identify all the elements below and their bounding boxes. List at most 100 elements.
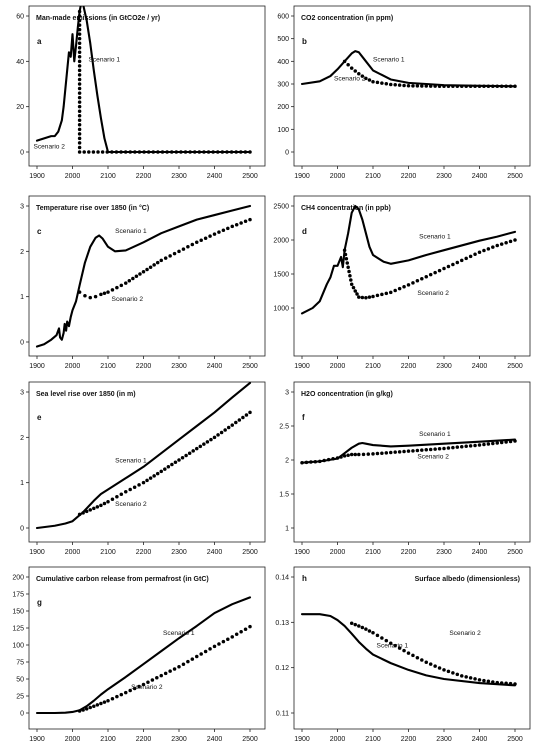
data-point	[77, 132, 82, 136]
data-point	[148, 476, 153, 480]
data-point	[132, 485, 137, 489]
data-point	[415, 655, 420, 660]
series-dots-scenario-2	[77, 217, 252, 300]
data-point	[119, 492, 124, 496]
plot-frame	[28, 195, 266, 357]
data-point	[482, 248, 486, 253]
x-tick-label: 2500	[242, 736, 258, 743]
panel-title: Surface albedo (dimensionless)	[415, 576, 520, 583]
data-point	[127, 279, 132, 283]
x-tick-label: 2400	[472, 549, 488, 556]
data-point	[406, 283, 411, 287]
data-point	[77, 82, 82, 86]
data-point	[190, 242, 195, 247]
data-point	[133, 150, 137, 154]
data-point	[77, 73, 82, 77]
data-point	[128, 150, 133, 154]
data-point	[248, 410, 252, 415]
y-tick-label: 20	[16, 104, 24, 111]
x-tick-label: 2200	[401, 549, 417, 556]
series-line-scenario-1	[35, 382, 252, 530]
data-point	[424, 274, 428, 279]
data-point	[364, 627, 368, 631]
data-point	[132, 686, 137, 691]
series-label: Scenario 1	[419, 431, 451, 438]
data-point	[216, 433, 220, 437]
data-point	[208, 647, 212, 651]
series-dots-scenario-2	[77, 410, 252, 517]
data-point	[349, 278, 353, 282]
data-point	[366, 452, 371, 456]
series-dots-scenario-2	[77, 624, 252, 713]
data-point	[464, 675, 468, 679]
data-point	[106, 290, 110, 294]
data-point	[82, 150, 86, 154]
data-point	[230, 635, 234, 639]
y-tick-label: 175	[12, 592, 24, 599]
data-point	[88, 508, 92, 512]
data-point	[145, 478, 149, 483]
data-point	[371, 294, 375, 299]
data-point	[499, 681, 504, 685]
data-point	[205, 440, 210, 444]
y-tick-label: 0.13	[275, 620, 289, 627]
series-label: Scenario 2	[417, 454, 449, 461]
data-point	[170, 462, 174, 467]
data-point	[93, 294, 98, 299]
data-point	[349, 452, 354, 457]
data-point	[468, 444, 473, 448]
data-point	[77, 136, 82, 141]
x-tick-label: 2000	[330, 549, 346, 556]
data-point	[92, 506, 96, 511]
y-tick-label: 600	[277, 14, 289, 21]
data-point	[137, 483, 141, 487]
data-point	[411, 653, 415, 658]
data-point	[239, 150, 243, 154]
x-tick-label: 2000	[65, 736, 81, 743]
data-point	[406, 84, 411, 88]
data-point	[402, 648, 406, 653]
data-point	[339, 455, 343, 459]
data-point	[202, 442, 206, 446]
x-tick-label: 1900	[294, 173, 310, 180]
data-point	[495, 441, 499, 445]
x-tick-label: 2200	[401, 736, 417, 743]
data-point	[184, 453, 188, 458]
data-point	[77, 59, 82, 64]
data-point	[402, 449, 406, 454]
series-dots-scenario-2	[349, 621, 517, 686]
series-line-scenario-1	[300, 50, 517, 88]
series-line-scenario-1	[35, 6, 252, 154]
data-point	[304, 460, 309, 465]
data-point	[177, 458, 181, 462]
data-point	[464, 84, 468, 89]
data-point	[451, 262, 455, 267]
data-point	[384, 451, 389, 455]
series-dots-scenario-2	[300, 439, 517, 465]
data-point	[384, 638, 389, 643]
plot-area	[300, 438, 517, 465]
data-point	[349, 621, 354, 625]
data-point	[172, 251, 177, 256]
x-tick-label: 2100	[365, 363, 381, 370]
data-point	[159, 673, 163, 678]
data-point	[393, 643, 397, 648]
data-point	[138, 272, 142, 276]
data-point	[77, 55, 82, 59]
x-tick-label: 2000	[65, 173, 81, 180]
y-tick-label: 0	[20, 340, 24, 347]
data-point	[186, 245, 190, 249]
data-point	[346, 62, 350, 67]
data-point	[371, 79, 375, 84]
data-point	[442, 668, 446, 672]
data-point	[335, 456, 340, 460]
y-tick-label: 2	[285, 458, 289, 465]
data-point	[217, 230, 221, 234]
data-point	[166, 465, 171, 469]
data-point	[495, 243, 499, 248]
panel-d: 1900 2000 2100 2200 2300 2400 2500 1000 1500 2000…	[273, 195, 531, 370]
panel-title: CH4 concentration (in ppb)	[301, 205, 391, 212]
y-tick-label: 125	[12, 626, 24, 633]
data-point	[371, 452, 375, 456]
data-point	[237, 418, 242, 422]
